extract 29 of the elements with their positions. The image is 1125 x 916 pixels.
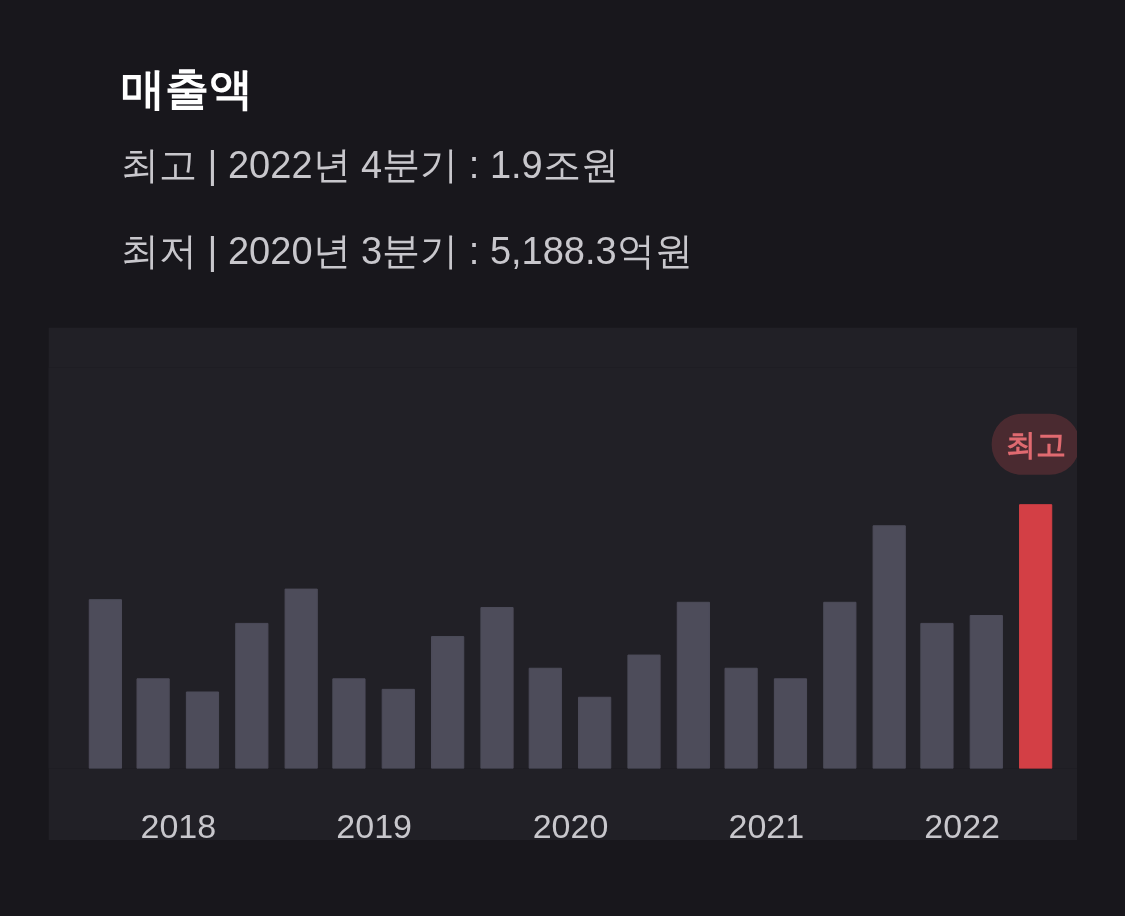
chart-title: 매출액	[121, 63, 253, 115]
bar	[773, 678, 808, 769]
bar	[823, 601, 857, 769]
bar	[676, 601, 710, 769]
bar	[480, 607, 514, 769]
bar	[528, 667, 562, 769]
bar	[1019, 504, 1053, 769]
bar	[872, 525, 906, 769]
bar	[627, 654, 661, 769]
bar	[235, 622, 269, 769]
x-tick-label: 2019	[336, 806, 412, 845]
bar	[920, 622, 954, 769]
text: 최저 | 2020년 3분기 : 5,188.3억원	[121, 229, 693, 274]
bar	[969, 614, 1003, 769]
x-tick-label: 2018	[140, 806, 217, 845]
x-tick-label: 2021	[728, 806, 805, 845]
bar	[431, 636, 465, 769]
x-tick-label: 2020	[532, 806, 609, 845]
x-tick-label: 2022	[924, 806, 1000, 845]
bar	[332, 678, 366, 769]
chart-subtitle: 최고 | 2022년 4분기 : 1.9조원	[121, 143, 619, 188]
bar	[136, 678, 170, 769]
bar	[381, 688, 415, 769]
annotation: 최고	[1005, 427, 1066, 461]
bar	[284, 588, 318, 769]
bar	[724, 667, 758, 769]
bar	[88, 599, 122, 769]
bar	[578, 696, 612, 769]
bar	[185, 691, 220, 769]
